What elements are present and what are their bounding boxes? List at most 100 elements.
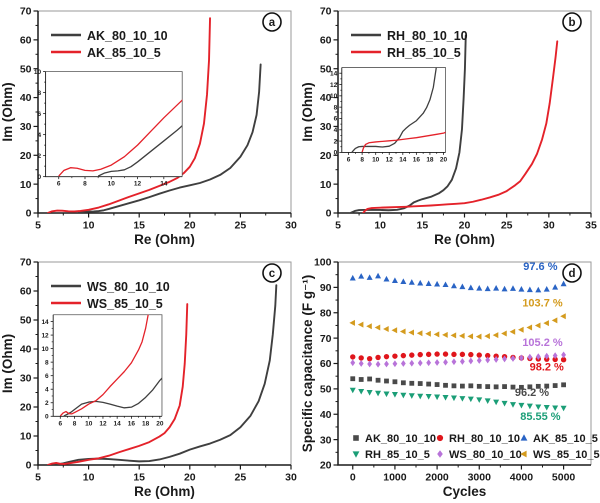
x-tick-label: 10 — [372, 156, 380, 163]
triangle-up-marker — [501, 285, 508, 292]
triangle-up-marker — [450, 282, 457, 289]
diamond-marker — [476, 357, 482, 364]
circle-marker — [434, 351, 440, 357]
x-tick-label: 10 — [374, 220, 386, 232]
x-tick-label: 30 — [543, 220, 555, 232]
triangle-down-marker — [450, 395, 457, 402]
triangle-down-marker — [476, 397, 483, 403]
diamond-marker — [459, 358, 465, 365]
percent-label: 98.2 % — [530, 361, 564, 373]
y-tick-label: 50 — [20, 315, 32, 327]
legend-label: RH_85_10_5 — [387, 46, 461, 60]
x-ticks: 6 8 10 12 14 16 18 20 — [347, 152, 447, 163]
panel-letter: d — [562, 263, 582, 283]
triangle-left-marker — [391, 327, 398, 334]
x-tick-label: 12 — [386, 156, 394, 163]
x-tick-label: 10 — [108, 181, 116, 188]
x-tick-label: 5 — [335, 220, 341, 232]
legend-label: RH_80_10_10 — [387, 29, 468, 43]
triangle-down-marker — [358, 388, 365, 395]
y-tick-label: 40 — [20, 92, 32, 104]
series-curves — [47, 284, 278, 465]
square-marker — [353, 435, 359, 441]
plot-frame — [38, 10, 292, 213]
y-tick-label: 40 — [320, 409, 332, 421]
y-tick-label: 80 — [320, 307, 332, 319]
triangle-up-marker — [349, 274, 356, 281]
y-tick-label: 14 — [330, 70, 338, 77]
triangle-up-marker — [518, 286, 525, 292]
legend: AK_80_10_10 RH_80_10_10 AK_85_10_5 RH_85_10… — [352, 433, 600, 461]
diamond-marker — [443, 358, 448, 366]
y-tick-label: 60 — [320, 358, 332, 370]
triangle-up-marker — [408, 279, 415, 285]
triangle-up-marker — [417, 279, 424, 286]
legend-label: WS_85_10_5 — [87, 297, 163, 311]
triangle-down-marker — [442, 395, 449, 401]
diamond-marker — [367, 360, 373, 368]
series-curves — [47, 17, 262, 213]
panel-c: 5 10 15 20 25 30 0 10 20 30 40 50 60 70 Re (Ohm) Im (Oh… — [0, 251, 300, 503]
y-tick-label: 50 — [20, 63, 32, 75]
diamond-marker — [561, 351, 566, 359]
x-tick-label: 30 — [285, 220, 297, 232]
y-tick-label: 40 — [20, 344, 32, 356]
triangle-left-marker — [501, 330, 507, 337]
y-tick-label: 20 — [20, 150, 32, 162]
y-tick-label: 90 — [320, 282, 332, 294]
inset-curves — [58, 99, 183, 177]
circle-marker — [436, 434, 444, 442]
circle-marker — [358, 355, 364, 361]
x-axis-label: Re (Ohm) — [134, 484, 195, 499]
x-tick-label: 6 — [58, 420, 62, 427]
series-RH_85_10_5 — [362, 40, 559, 213]
inset-axes: 6 8 10 12 14 0 2 4 6 8 10 — [34, 69, 183, 188]
legend-label: WS_80_10_10 — [87, 280, 170, 294]
triangle-left-marker — [383, 325, 389, 332]
triangle-up-marker — [493, 284, 500, 291]
y-tick-label: 8 — [334, 104, 338, 111]
diamond-marker — [392, 360, 398, 368]
square-marker — [451, 383, 457, 389]
triangle-down-marker — [552, 405, 559, 412]
y-tick-label: 6 — [334, 116, 338, 123]
square-marker — [552, 383, 558, 388]
triangle-up-marker — [543, 286, 550, 292]
percent-label: 85.55 % — [520, 411, 561, 423]
x-ticks: 6 8 10 12 14 — [57, 176, 168, 188]
scatter-series — [349, 272, 567, 412]
inset-axes: 6 8 10 12 14 16 18 20 0 2 4 6 8 10 12 14 — [330, 67, 447, 163]
triangle-down-marker — [484, 398, 491, 404]
legend: RH_80_10_10 RH_85_10_5 — [351, 29, 468, 60]
triangle-left-marker — [408, 329, 414, 336]
x-axis-label: Re (Ohm) — [134, 232, 195, 247]
x-tick-label: 25 — [235, 472, 247, 484]
percent-label: 97.6 % — [523, 261, 557, 273]
triangle-left-marker — [442, 331, 448, 338]
y-tick-label: 50 — [320, 384, 332, 396]
legend-label: AK_85_10_5 — [533, 433, 598, 445]
triangle-up-marker — [476, 284, 483, 291]
square-marker — [519, 384, 524, 390]
x-ticks: 0 1000 2000 3000 4000 5000 — [350, 465, 575, 484]
triangle-down-marker — [391, 392, 398, 398]
diamond-marker — [527, 353, 533, 361]
y-ticks: 0 2 4 6 8 10 12 14 — [41, 319, 54, 421]
y-tick-label: 10 — [320, 179, 332, 191]
y-axis-label: Im (Ohm) — [0, 334, 15, 393]
triangle-up-marker — [520, 434, 528, 441]
x-tick-label: 16 — [128, 420, 136, 427]
triangle-down-marker — [383, 391, 390, 398]
square-marker — [392, 379, 398, 385]
triangle-up-marker — [391, 277, 398, 283]
y-tick-label: 14 — [41, 319, 49, 326]
x-axis-label: Cycles — [443, 484, 487, 499]
triangle-left-marker — [518, 326, 524, 333]
square-marker — [350, 376, 356, 382]
y-tick-label: 0 — [45, 414, 49, 421]
x-tick-label: 25 — [501, 220, 513, 232]
